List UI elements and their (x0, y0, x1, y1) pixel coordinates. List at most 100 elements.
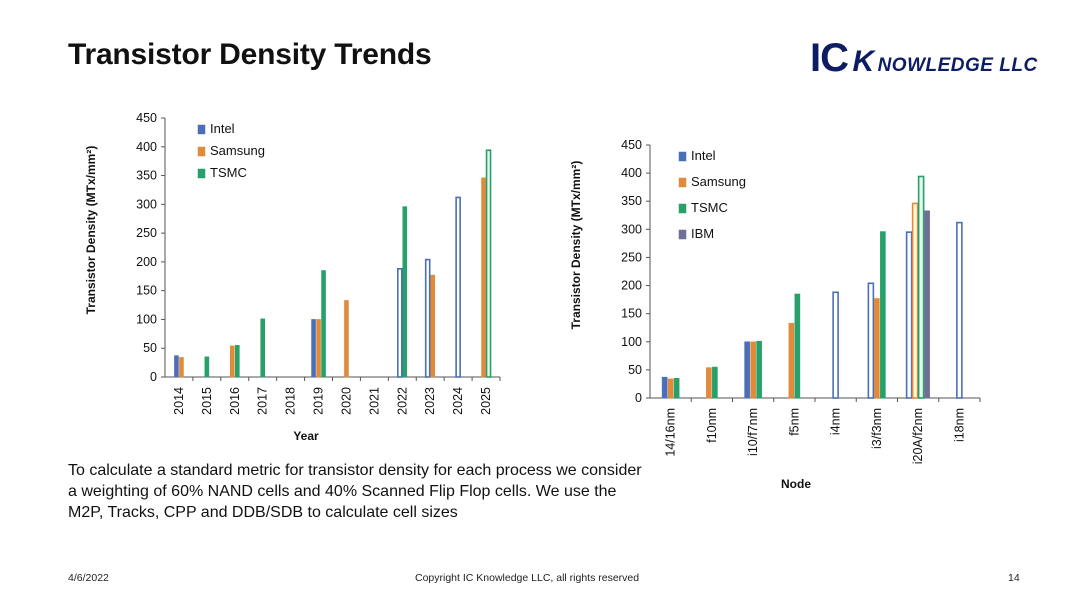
x-tick-label-i18nm: i18nm (952, 408, 966, 442)
legend-label-tsmc: TSMC (691, 200, 728, 215)
y-tick-label: 150 (136, 284, 157, 298)
bar-tsmc-2016 (234, 345, 240, 378)
x-tick-label-2024: 2024 (451, 387, 465, 415)
legend-swatch-tsmc (678, 203, 687, 214)
x-tick-label-2016: 2016 (228, 387, 242, 415)
y-tick-label: 50 (628, 363, 642, 377)
y-tick-label: 100 (621, 335, 642, 349)
y-tick-label: 250 (621, 250, 642, 264)
legend-swatch-intel (197, 124, 206, 135)
x-tick-label-2018: 2018 (284, 387, 298, 415)
legend-label-tsmc: TSMC (210, 165, 247, 180)
bar-intel-i4nm (832, 291, 839, 399)
bar-tsmc-2015 (204, 356, 210, 378)
bar-intel-i18nm (956, 221, 963, 399)
y-tick-label: 50 (143, 341, 157, 355)
legend-swatch-samsung (197, 146, 206, 157)
x-tick-label-2025: 2025 (479, 387, 493, 415)
bar-tsmc-2019 (321, 270, 326, 378)
bar-intel-14-16nm (661, 376, 668, 399)
footer-page-number: 14 (1008, 572, 1020, 584)
legend-swatch-ibm (678, 229, 687, 240)
bar-samsung-i3-f3nm (874, 298, 880, 399)
bar-samsung-f10nm (706, 367, 712, 399)
footer-copyright: Copyright IC Knowledge LLC, all rights r… (415, 572, 640, 584)
x-tick-label-f10nm: f10nm (705, 408, 719, 443)
y-tick-label: 300 (136, 197, 157, 211)
y-tick-label: 250 (136, 226, 157, 240)
x-tick-label-2022: 2022 (395, 387, 409, 415)
bar-samsung-2019 (316, 319, 321, 378)
bar-samsung-2025 (481, 177, 486, 378)
bar-ibm-i20a-f2nm (924, 210, 930, 399)
x-tick-label-2020: 2020 (339, 387, 353, 415)
bar-samsung-f5nm (788, 322, 795, 399)
y-tick-label: 200 (136, 255, 157, 269)
bar-intel-2023 (424, 258, 431, 378)
x-tick-label-2015: 2015 (200, 387, 214, 415)
bar-tsmc-f5nm (794, 293, 801, 399)
x-tick-label-14-16nm: 14/16nm (664, 408, 678, 457)
slide-title: Transistor Density Trends (68, 38, 432, 71)
y-tick-label: 350 (621, 194, 642, 208)
y-tick-label: 400 (136, 140, 157, 154)
legend-label-samsung: Samsung (691, 174, 746, 189)
legend-label-intel: Intel (691, 148, 716, 163)
y-tick-label: 450 (136, 111, 157, 125)
bar-tsmc-2025 (485, 149, 492, 378)
x-tick-label-i4nm: i4nm (829, 408, 843, 435)
description-text: To calculate a standard metric for trans… (68, 462, 642, 521)
x-axis-title: Year (293, 429, 319, 443)
y-tick-label: 450 (621, 138, 642, 152)
x-tick-label-2014: 2014 (172, 387, 186, 415)
logo-k-text: K (852, 45, 874, 78)
y-tick-label: 200 (621, 279, 642, 293)
bar-tsmc-14-16nm (673, 378, 680, 399)
x-axis-title: Node (781, 477, 811, 491)
legend-swatch-intel (678, 151, 687, 162)
x-tick-label-2017: 2017 (256, 387, 270, 415)
y-tick-label: 400 (621, 166, 642, 180)
bar-tsmc-i10-f7nm (756, 340, 762, 399)
bar-intel-i20a-f2nm (905, 231, 913, 399)
x-tick-label-2021: 2021 (367, 387, 381, 415)
logo-ic-text: IC (810, 36, 849, 80)
legend-label-intel: Intel (210, 121, 235, 136)
bar-intel-2024 (455, 196, 461, 378)
bar-samsung-2016 (229, 345, 235, 378)
bar-samsung-2020 (344, 300, 349, 378)
ic-knowledge-logo: IC K NOWLEDGE LLC (810, 36, 1038, 81)
y-axis-title: Transistor Density (MTx/mm²) (569, 161, 583, 330)
y-tick-label: 0 (635, 391, 642, 405)
bar-tsmc-f10nm (712, 366, 718, 399)
bar-samsung-2014 (179, 357, 184, 378)
y-tick-label: 0 (150, 370, 157, 384)
y-tick-label: 150 (621, 307, 642, 321)
y-tick-label: 100 (136, 312, 157, 326)
legend-label-ibm: IBM (691, 226, 714, 241)
legend-swatch-samsung (678, 177, 687, 188)
bar-intel-i3-f3nm (867, 282, 875, 399)
bar-samsung-14-16nm (667, 378, 674, 399)
bar-tsmc-2022 (402, 206, 408, 378)
legend-label-samsung: Samsung (210, 143, 265, 158)
y-tick-label: 300 (621, 222, 642, 236)
x-tick-label-f5nm: f5nm (787, 408, 801, 436)
x-tick-label-i10-f7nm: i10/f7nm (746, 408, 760, 456)
bar-intel-2022 (396, 267, 403, 378)
bar-samsung-i20a-f2nm (911, 202, 919, 399)
y-axis-title: Transistor Density (MTx/mm²) (84, 146, 98, 315)
legend-swatch-tsmc (197, 168, 206, 179)
y-tick-label: 350 (136, 169, 157, 183)
logo-rest-text: NOWLEDGE LLC (877, 55, 1038, 76)
bar-intel-i10-f7nm (744, 341, 750, 399)
x-tick-label-2023: 2023 (423, 387, 437, 415)
bar-tsmc-i3-f3nm (880, 231, 886, 399)
bar-intel-2019 (311, 319, 316, 378)
footer-date: 4/6/2022 (68, 572, 109, 584)
x-tick-label-i20a-f2nm: i20A/f2nm (911, 408, 925, 464)
bar-samsung-2023 (430, 274, 436, 378)
bar-intel-2014 (174, 355, 179, 378)
